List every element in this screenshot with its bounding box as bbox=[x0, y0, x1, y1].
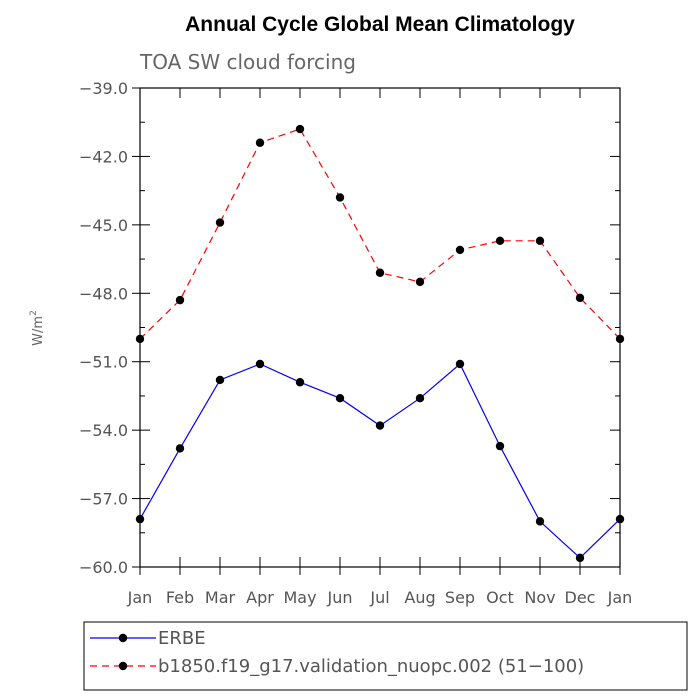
series-1-point bbox=[575, 293, 585, 303]
x-tick-label: Feb bbox=[166, 588, 194, 607]
x-axis: Jan Feb Mar Apr May Jun Jul Aug Sep Oct Nov Dec Jan bbox=[127, 88, 633, 607]
y-tick-label: −45.0 bbox=[79, 216, 128, 235]
legend-box bbox=[83, 621, 688, 691]
y-axis-label: W/m2 bbox=[29, 310, 46, 346]
series-0-point bbox=[335, 394, 345, 403]
x-tick-label: Nov bbox=[524, 588, 555, 607]
series-0-point bbox=[495, 441, 505, 451]
series-0-point bbox=[615, 514, 625, 524]
series-0-point bbox=[575, 553, 585, 563]
series-0-point bbox=[215, 375, 225, 385]
x-tick-label: Dec bbox=[565, 588, 596, 607]
legend-marker-1 bbox=[118, 661, 128, 671]
y-tick-label: −48.0 bbox=[79, 284, 128, 303]
series-1-point bbox=[455, 245, 465, 255]
legend-marker-0 bbox=[118, 633, 128, 643]
series-0-point bbox=[455, 359, 465, 369]
series-1-point bbox=[335, 193, 345, 202]
y-axis: −39.0 −42.0 −45.0 −48.0 −51.0 −54.0 −57.0 −60.0 bbox=[79, 79, 620, 577]
x-tick-label: Jul bbox=[369, 588, 389, 607]
series-1-point bbox=[535, 236, 545, 246]
y-tick-label: −51.0 bbox=[79, 353, 128, 372]
series-0-point bbox=[175, 444, 185, 453]
y-tick-label: −57.0 bbox=[79, 490, 128, 509]
series-1-point bbox=[215, 218, 225, 227]
series-1-point bbox=[415, 277, 425, 287]
series-0-point bbox=[255, 359, 265, 369]
x-tick-label: Apr bbox=[246, 588, 274, 607]
y-tick-label: −54.0 bbox=[79, 421, 128, 440]
y-axis-label-unit: W/m bbox=[31, 316, 46, 346]
x-tick-label: Sep bbox=[445, 588, 475, 607]
series-1-point bbox=[495, 236, 505, 246]
series-0-point bbox=[135, 514, 145, 524]
series-0-point bbox=[295, 378, 305, 387]
x-tick-label: Oct bbox=[486, 588, 514, 607]
series-line-0 bbox=[139, 363, 621, 559]
series-1-point bbox=[255, 138, 265, 147]
series-1-point bbox=[375, 268, 385, 277]
y-tick-label: −60.0 bbox=[79, 558, 128, 577]
series-0-point bbox=[535, 517, 545, 526]
series-0-point bbox=[415, 394, 425, 403]
y-axis-label-exponent: 2 bbox=[29, 310, 39, 316]
chart-title: Annual Cycle Global Mean Climatology bbox=[185, 13, 575, 36]
legend: ERBE b1850.f19_g17.validation_nuopc.002 (… bbox=[90, 628, 584, 677]
plot-frame bbox=[139, 87, 621, 568]
legend-label-1: b1850.f19_g17.validation_nuopc.002 (51−1… bbox=[158, 656, 584, 677]
x-tick-label: Jun bbox=[327, 588, 353, 607]
x-tick-label: Mar bbox=[205, 588, 236, 607]
x-tick-label: May bbox=[283, 588, 316, 607]
series-1-point bbox=[175, 295, 185, 305]
x-tick-label: Jan bbox=[607, 588, 633, 607]
series-1-point bbox=[295, 124, 305, 134]
y-tick-label: −42.0 bbox=[79, 147, 128, 166]
chart-subtitle: TOA SW cloud forcing bbox=[139, 50, 356, 74]
series-1-point bbox=[135, 334, 145, 344]
series-line-1 bbox=[139, 128, 621, 340]
legend-label-0: ERBE bbox=[158, 628, 206, 649]
series-0-point bbox=[375, 421, 385, 430]
series-layer bbox=[135, 124, 625, 563]
x-tick-label: Aug bbox=[404, 588, 435, 607]
x-tick-label: Jan bbox=[127, 588, 153, 607]
series-1-point bbox=[615, 334, 625, 344]
y-tick-label: −39.0 bbox=[79, 79, 128, 98]
